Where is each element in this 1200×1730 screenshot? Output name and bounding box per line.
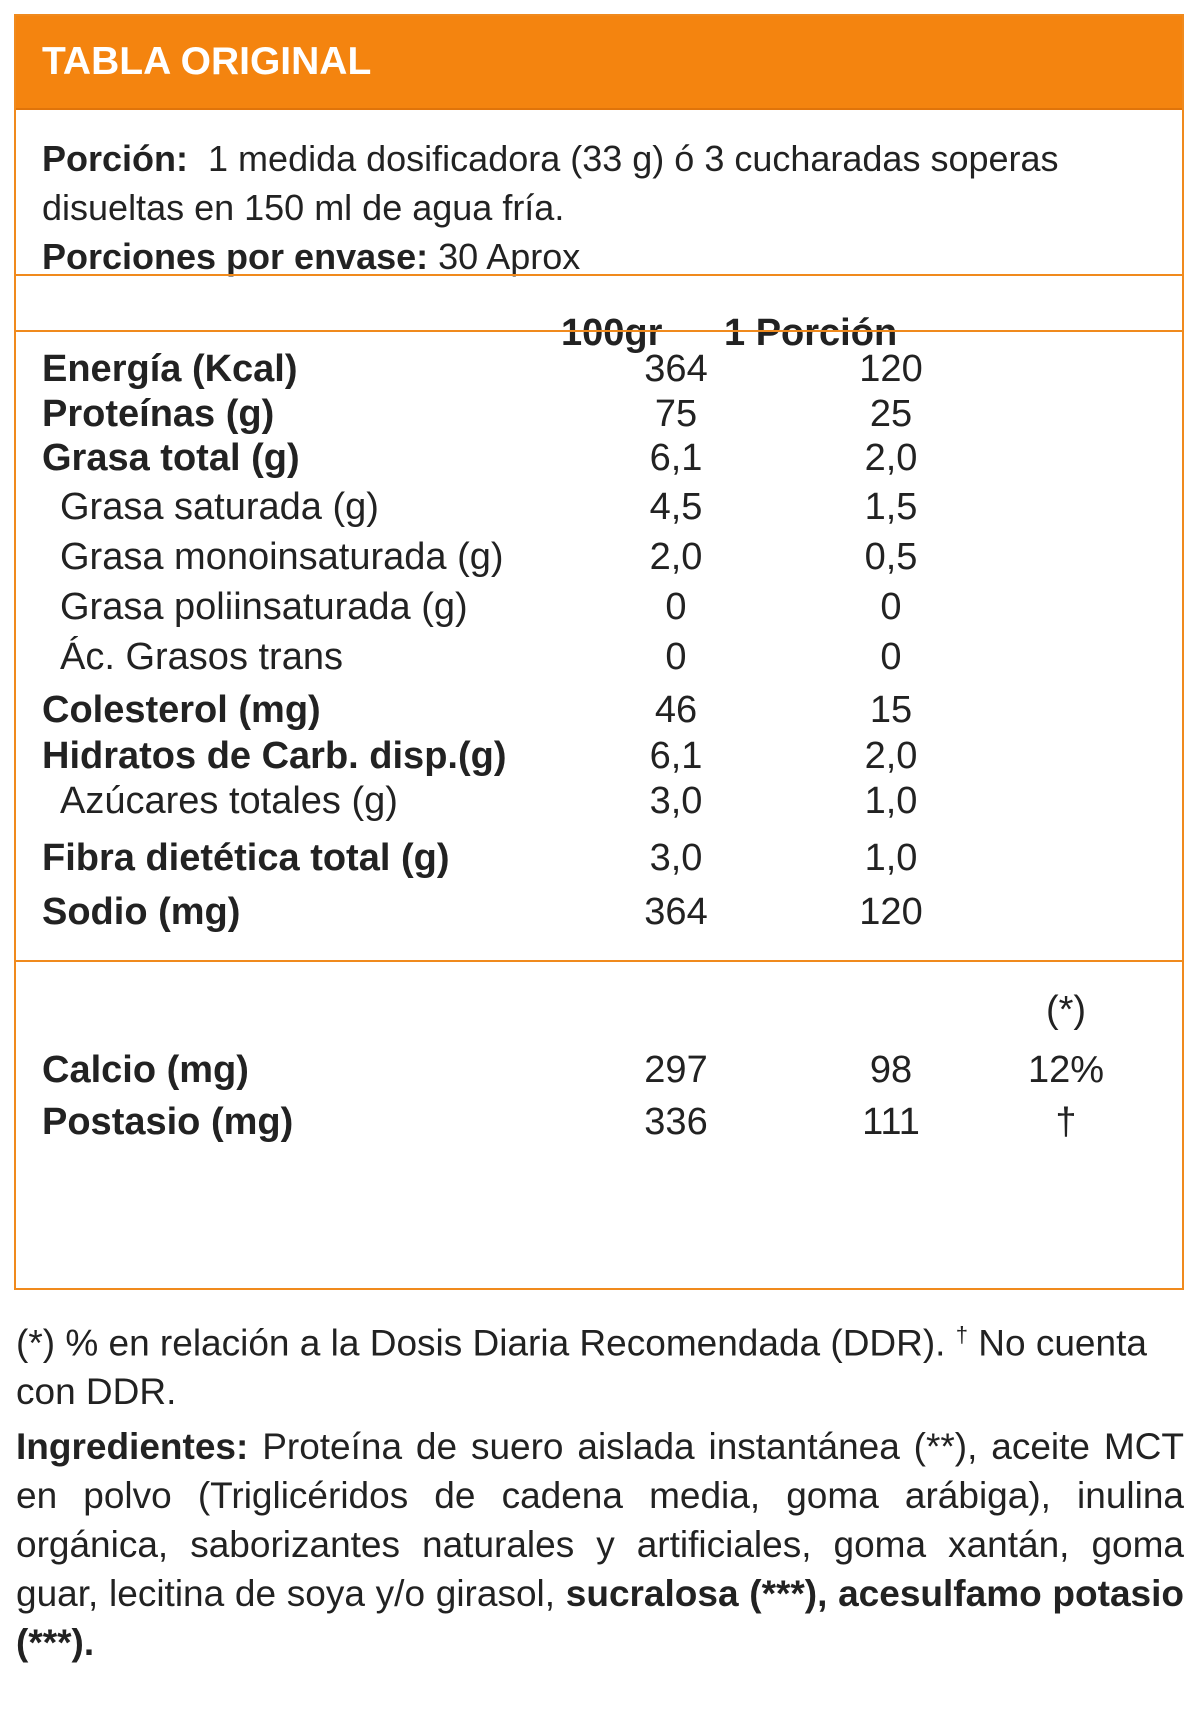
value-100g: 3,0 — [649, 780, 703, 822]
value-100g: 4,5 — [649, 486, 703, 528]
nutrient-row-sugars: Azúcares totales (g) 3,0 1,0 — [16, 780, 1182, 830]
nutrient-label: Fibra dietética total (g) — [42, 837, 450, 879]
nutrient-label: Proteínas (g) — [42, 393, 275, 435]
value-portion: 15 — [869, 689, 913, 731]
value-portion: 2,0 — [864, 437, 918, 479]
nutrient-label: Grasa total (g) — [42, 437, 300, 479]
value-portion: 98 — [869, 1049, 913, 1091]
column-header-portion: 1 Porción — [724, 312, 898, 354]
nutrient-label: Grasa saturada (g) — [60, 486, 379, 528]
value-100g: 297 — [644, 1049, 708, 1091]
mineral-label: Calcio (mg) — [42, 1049, 249, 1091]
mineral-row-calcium: Calcio (mg) 297 98 12% — [16, 1049, 1182, 1099]
value-portion: 0 — [880, 636, 902, 678]
portion-info: Porción: 1 medida dosificadora (33 g) ó … — [42, 134, 1152, 281]
nutrient-label: Azúcares totales (g) — [60, 780, 398, 822]
ingredients-label: Ingredientes: — [16, 1426, 249, 1467]
column-header-100g: 100gr — [561, 312, 663, 354]
value-100g: 6,1 — [649, 735, 703, 777]
value-portion: 1,0 — [864, 780, 918, 822]
value-100g: 0 — [665, 636, 687, 678]
nutrient-row-polyunsaturated-fat: Grasa poliinsaturada (g) 0 0 — [16, 586, 1182, 636]
nutrient-label: Energía (Kcal) — [42, 348, 298, 390]
dagger-mark: † — [955, 1322, 968, 1347]
nutrient-row-fiber: Fibra dietética total (g) 3,0 1,0 — [16, 837, 1182, 887]
nutrient-label: Hidratos de Carb. disp.(g) — [42, 735, 507, 777]
nutrient-label: Grasa monoinsaturada (g) — [60, 536, 504, 578]
ingredients: Ingredientes: Proteína de suero aislada … — [16, 1422, 1184, 1667]
portion-label: Porción: — [42, 138, 189, 179]
value-portion: 1,0 — [864, 837, 918, 879]
value-portion: 0 — [880, 586, 902, 628]
servings-line: Porciones por envase: 30 Aprox — [42, 232, 1152, 281]
value-100g: 364 — [644, 891, 708, 933]
value-100g: 46 — [654, 689, 698, 731]
mineral-label: Postasio (mg) — [42, 1101, 294, 1143]
value-portion: 120 — [859, 891, 923, 933]
title-bar: TABLA ORIGINAL — [16, 16, 1182, 110]
ingredients-text: Proteína de suero aislada instantánea (*… — [16, 1426, 1184, 1614]
nutrient-row-total-fat: Grasa total (g) 6,1 2,0 — [16, 437, 1182, 487]
value-100g: 75 — [654, 393, 698, 435]
portion-value: 1 medida dosificadora (33 g) ó 3 cuchara… — [42, 138, 1059, 228]
nutrient-label: Colesterol (mg) — [42, 689, 321, 731]
value-portion: 0,5 — [864, 536, 918, 578]
divider — [16, 960, 1182, 962]
value-100g: 336 — [644, 1101, 708, 1143]
nutrient-row-cholesterol: Colesterol (mg) 46 15 — [16, 689, 1182, 739]
footnote-text-2: No cuenta con DDR. — [16, 1322, 1147, 1413]
nutrient-row-monounsaturated-fat: Grasa monoinsaturada (g) 2,0 0,5 — [16, 536, 1182, 586]
nutrient-label: Ác. Grasos trans — [60, 636, 343, 678]
divider — [16, 274, 1182, 276]
footnote: (*) % en relación a la Dosis Diaria Reco… — [16, 1310, 1184, 1416]
ingredients-sweeteners: sucralosa (***), acesulfamo potasio (***… — [16, 1573, 1184, 1663]
value-100g: 6,1 — [649, 437, 703, 479]
mineral-row-potassium: Postasio (mg) 336 111 † — [16, 1101, 1182, 1151]
ddr-header-row: (*) — [16, 989, 1182, 1039]
nutrient-label: Grasa poliinsaturada (g) — [60, 586, 468, 628]
nutrition-table: TABLA ORIGINAL Porción: 1 medida dosific… — [14, 14, 1184, 1290]
value-portion: 25 — [869, 393, 913, 435]
value-portion: 2,0 — [864, 735, 918, 777]
value-portion: 1,5 — [864, 486, 918, 528]
divider — [16, 330, 1182, 332]
nutrient-label: Sodio (mg) — [42, 891, 241, 933]
nutrient-row-energy: Energía (Kcal) 364 120 — [16, 348, 1182, 398]
value-ddr: 12% — [1027, 1049, 1105, 1091]
nutrient-row-carbohydrates: Hidratos de Carb. disp.(g) 6,1 2,0 — [16, 735, 1182, 785]
value-portion: 120 — [859, 348, 923, 390]
value-100g: 0 — [665, 586, 687, 628]
value-portion: 111 — [862, 1101, 920, 1143]
nutrient-row-saturated-fat: Grasa saturada (g) 4,5 1,5 — [16, 486, 1182, 536]
servings-value: 30 Aprox — [438, 236, 581, 277]
table-title: TABLA ORIGINAL — [42, 40, 372, 83]
value-100g: 3,0 — [649, 837, 703, 879]
value-100g: 2,0 — [649, 536, 703, 578]
ddr-column-header: (*) — [1045, 989, 1087, 1031]
footnote-text: (*) % en relación a la Dosis Diaria Reco… — [16, 1322, 946, 1364]
portion-line: Porción: 1 medida dosificadora (33 g) ó … — [42, 134, 1152, 232]
nutrient-row-protein: Proteínas (g) 75 25 — [16, 393, 1182, 443]
value-100g: 364 — [644, 348, 708, 390]
nutrient-row-sodium: Sodio (mg) 364 120 — [16, 891, 1182, 941]
nutrient-row-trans-fat: Ác. Grasos trans 0 0 — [16, 636, 1182, 686]
servings-label: Porciones por envase: — [42, 236, 429, 277]
value-ddr: † — [1055, 1101, 1077, 1143]
